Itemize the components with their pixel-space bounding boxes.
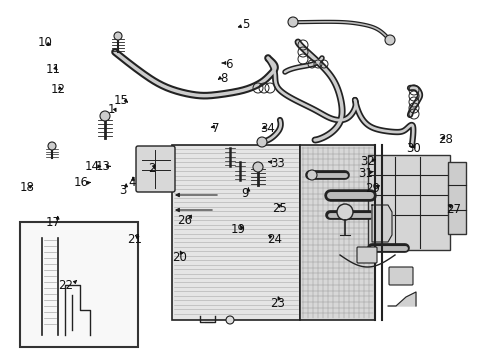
- Text: 16: 16: [73, 176, 88, 189]
- Text: 21: 21: [127, 233, 142, 246]
- Circle shape: [100, 111, 110, 121]
- Circle shape: [306, 170, 316, 180]
- Text: 8: 8: [220, 72, 227, 85]
- Text: 22: 22: [59, 279, 73, 292]
- Polygon shape: [371, 205, 391, 242]
- Circle shape: [287, 17, 297, 27]
- Text: 24: 24: [267, 233, 282, 246]
- Text: 15: 15: [114, 94, 128, 107]
- Bar: [367, 155, 449, 250]
- Text: 5: 5: [241, 18, 249, 31]
- FancyBboxPatch shape: [136, 146, 175, 192]
- Text: 30: 30: [405, 142, 420, 155]
- Text: 31: 31: [358, 167, 372, 180]
- Bar: [172, 145, 299, 320]
- Bar: [20, 222, 138, 347]
- FancyBboxPatch shape: [388, 267, 412, 285]
- Text: 14: 14: [84, 160, 99, 173]
- Text: 34: 34: [260, 122, 275, 135]
- Text: 20: 20: [172, 251, 187, 264]
- Text: 18: 18: [20, 181, 34, 194]
- Text: 33: 33: [270, 157, 285, 170]
- Text: 7: 7: [212, 122, 220, 135]
- Text: 26: 26: [177, 214, 192, 227]
- Text: 1: 1: [107, 103, 115, 116]
- Text: 27: 27: [446, 203, 460, 216]
- Text: 9: 9: [240, 187, 248, 200]
- Text: 11: 11: [45, 63, 60, 76]
- Circle shape: [114, 32, 122, 40]
- Text: 10: 10: [38, 36, 52, 49]
- Text: 19: 19: [231, 223, 245, 236]
- Circle shape: [252, 162, 263, 172]
- Polygon shape: [387, 292, 415, 306]
- Text: 12: 12: [50, 83, 65, 96]
- Circle shape: [257, 137, 266, 147]
- FancyBboxPatch shape: [356, 247, 376, 263]
- Text: 13: 13: [95, 160, 110, 173]
- Text: 6: 6: [224, 58, 232, 71]
- Circle shape: [384, 35, 394, 45]
- Circle shape: [225, 316, 234, 324]
- Text: 28: 28: [438, 133, 452, 146]
- Text: 4: 4: [128, 176, 136, 189]
- Text: 32: 32: [360, 155, 374, 168]
- Text: 17: 17: [45, 216, 60, 229]
- Circle shape: [336, 204, 352, 220]
- Bar: [299, 145, 374, 320]
- Text: 29: 29: [365, 183, 379, 195]
- Text: 3: 3: [119, 184, 127, 197]
- Text: 25: 25: [272, 202, 286, 215]
- Bar: [447, 162, 465, 234]
- Text: 2: 2: [147, 162, 155, 175]
- Text: 23: 23: [270, 297, 285, 310]
- Circle shape: [48, 142, 56, 150]
